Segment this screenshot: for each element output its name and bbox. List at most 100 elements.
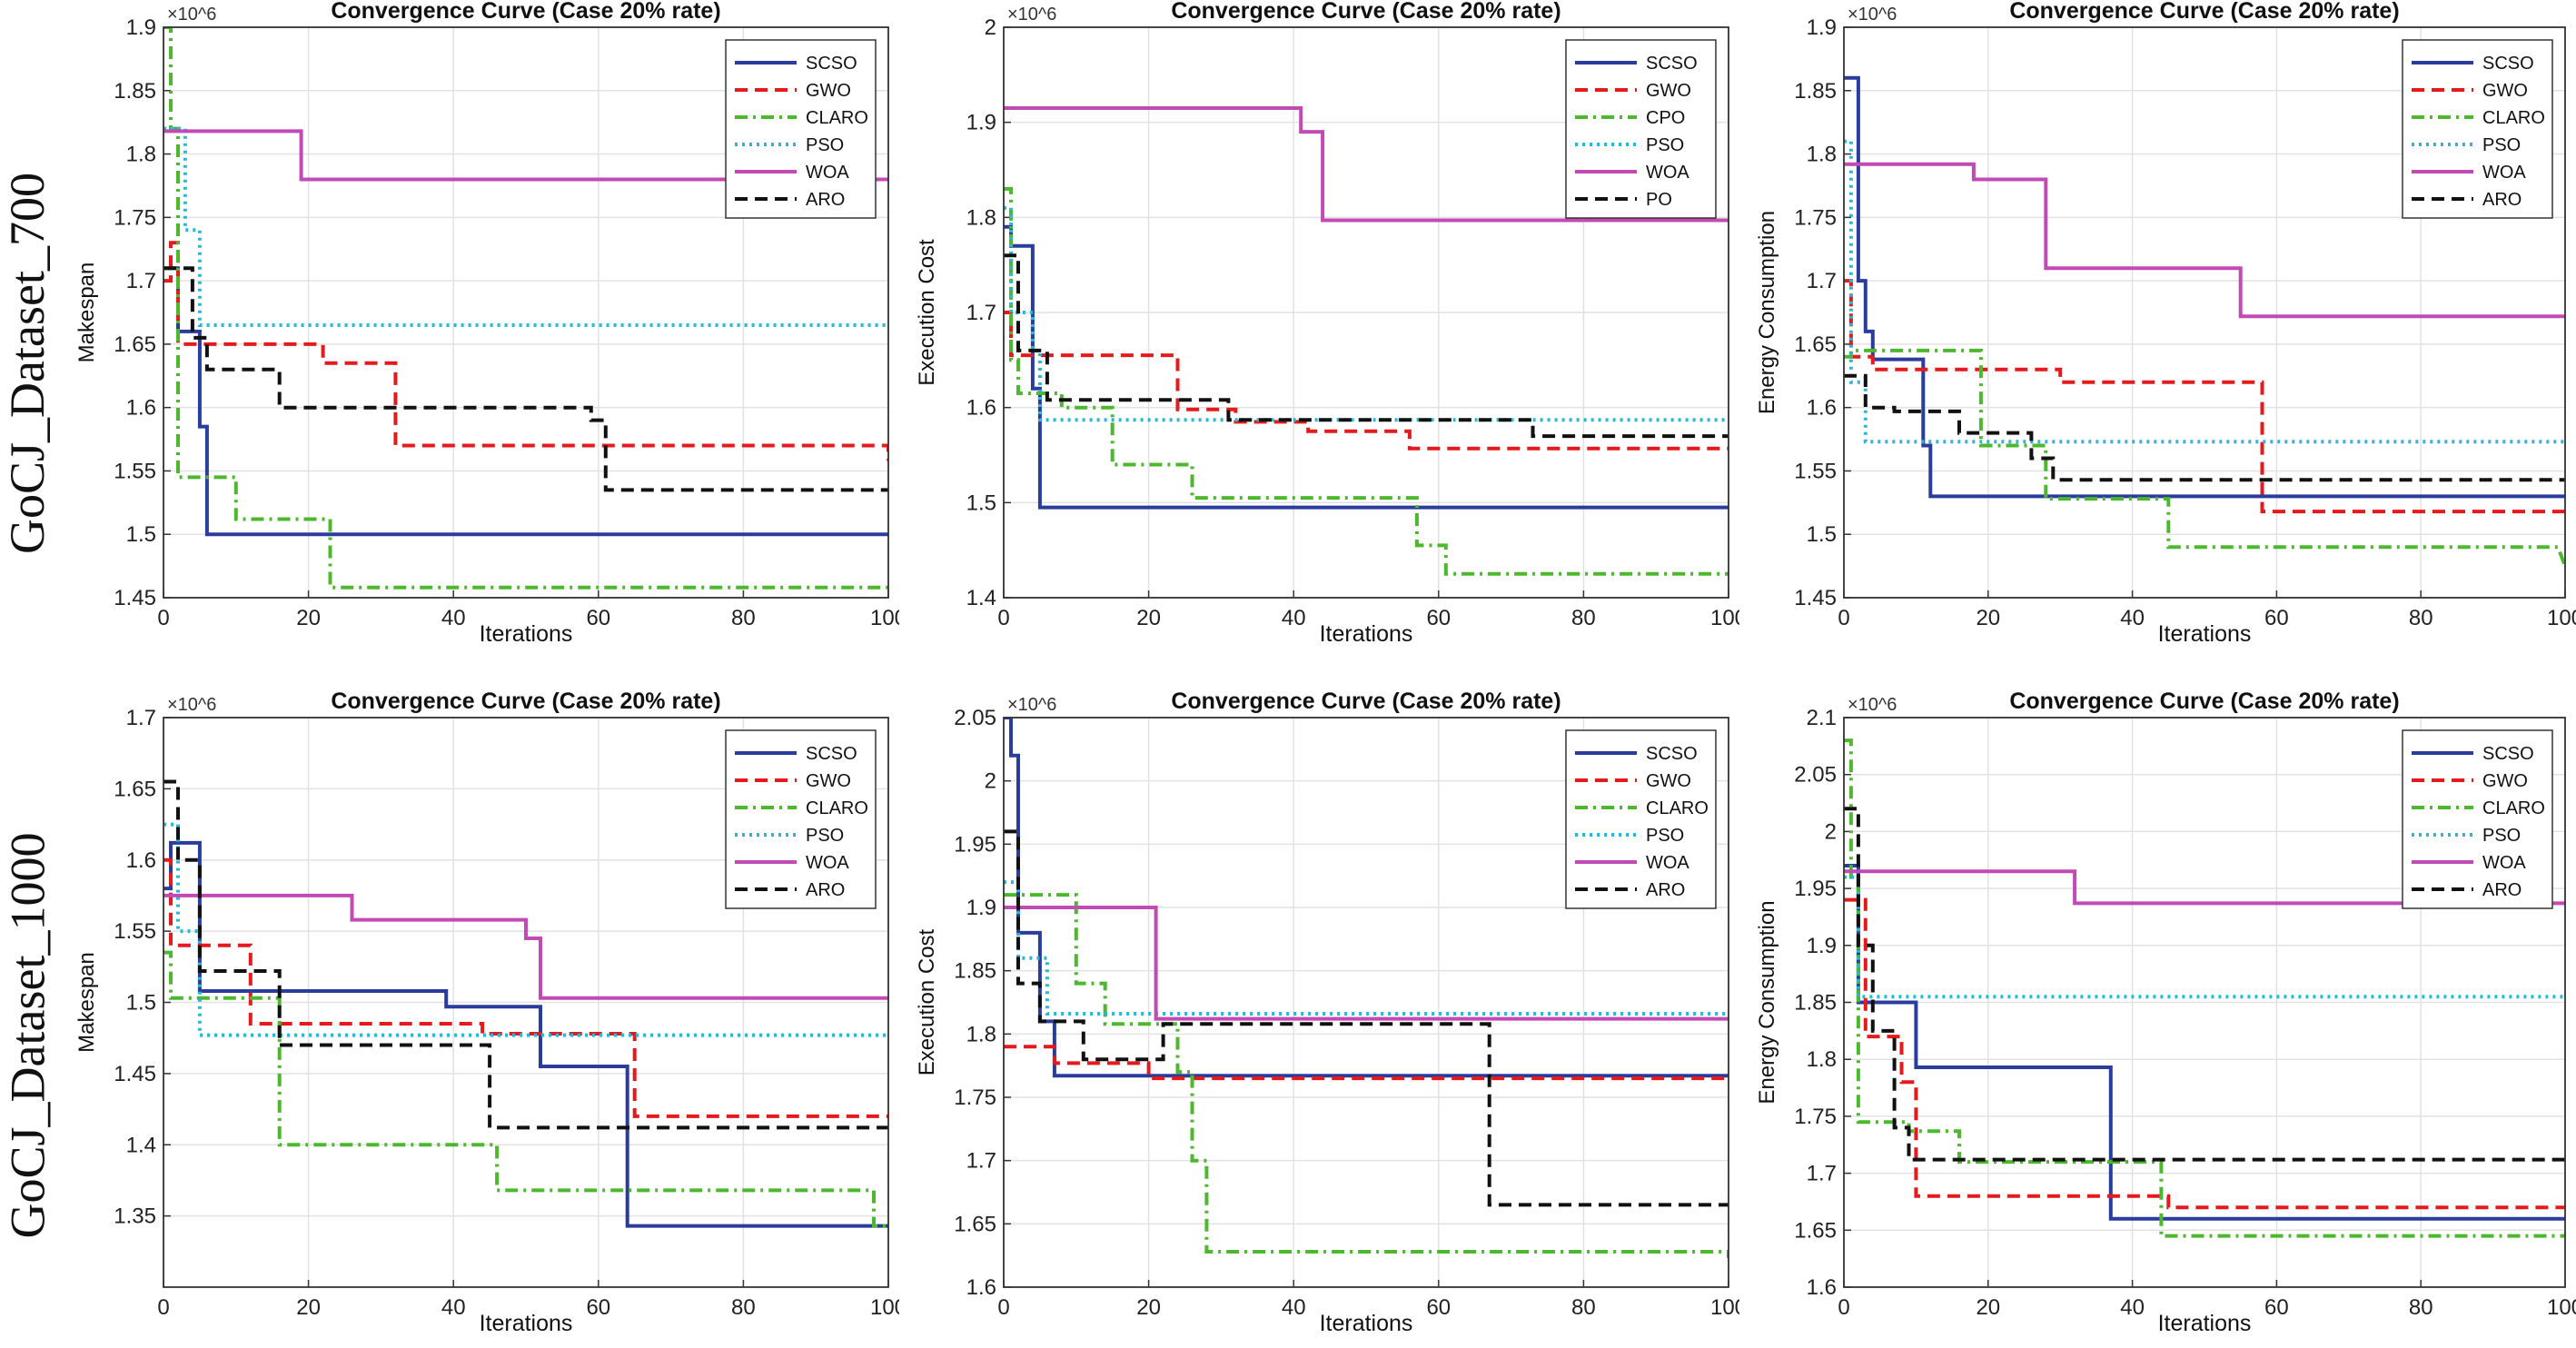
- y-tick-label: 1.75: [954, 1085, 996, 1110]
- row-label-dataset-1000-text: GoCJ_Dataset_1000: [0, 832, 55, 1239]
- legend-label-aro: ARO: [806, 880, 845, 900]
- y-tick-label: 1.6: [1807, 396, 1837, 421]
- x-tick-label: 80: [731, 606, 756, 630]
- y-exponent-label: ×10^6: [167, 695, 216, 715]
- y-tick-label: 2: [1825, 819, 1837, 844]
- y-tick-label: 1.9: [126, 15, 156, 40]
- series-line-gwo: [1004, 1045, 1729, 1081]
- y-tick-label: 1.5: [126, 991, 156, 1016]
- chart-700-execution-cost: 0 20 40 60 80 100 1.4 1.5 1.6 1.7 1.8 1.9 2 Convergen…: [915, 0, 1747, 647]
- y-axis-label: Execution Cost: [915, 928, 939, 1075]
- legend-box: [725, 39, 877, 219]
- chart-panel-700-makespan: 0 20 40 60 80 100 1.45 1.5 1.55 1.6 1.65 1.7 1.75 1.8…: [68, 0, 907, 654]
- legend-label-pso: PSO: [2482, 826, 2521, 846]
- series-line-claro: [163, 27, 888, 590]
- chart-title: Convergence Curve (Case 20% rate): [1171, 690, 1560, 714]
- legend-label-pso: PSO: [806, 826, 844, 846]
- y-tick-label: 1.8: [966, 205, 996, 230]
- x-tick-label: 80: [731, 1295, 756, 1320]
- legend-box: [2402, 729, 2553, 909]
- legend-label-scso: SCSO: [1646, 744, 1698, 764]
- chart-title: Convergence Curve (Case 20% rate): [331, 0, 720, 24]
- legend-label-scso: SCSO: [2482, 744, 2534, 764]
- legend-label-scso: SCSO: [806, 54, 857, 74]
- chart-panel-700-energy: 0 20 40 60 80 100 1.45 1.5 1.55 1.6 1.65 1.7 1.75 1.8…: [1749, 0, 2576, 654]
- x-tick-label: 60: [586, 1295, 610, 1320]
- y-tick-label: 1.45: [1794, 586, 1837, 610]
- row-label-dataset-1000: GoCJ_Dataset_1000: [0, 727, 54, 1344]
- chart-panel-1000-execution-cost: 0 20 40 60 80 100 1.6 1.65 1.7 1.75 1.8 1.85 1.9 1.95…: [908, 689, 1747, 1343]
- legend-label-pso: PSO: [1646, 826, 1684, 846]
- series-line-aro: [163, 779, 888, 1130]
- y-tick-label: 1.4: [126, 1133, 156, 1157]
- x-axis-label: Iterations: [2158, 621, 2252, 647]
- series-group: [163, 779, 888, 1228]
- y-axis-label: Energy Consumption: [1755, 900, 1779, 1104]
- x-tick-label: 0: [1838, 606, 1849, 630]
- y-tick-label: 1.95: [1794, 877, 1837, 901]
- y-tick-label: 1.8: [1807, 143, 1837, 167]
- x-tick-label: 20: [1976, 1295, 2000, 1320]
- y-tick-label: 1.9: [966, 111, 996, 135]
- y-tick-label: 1.85: [114, 79, 156, 104]
- chart-panel-700-execution-cost: 0 20 40 60 80 100 1.4 1.5 1.6 1.7 1.8 1.9 2 Convergen…: [908, 0, 1747, 654]
- series-line-pso: [1844, 139, 2565, 444]
- y-tick-label: 1.7: [126, 269, 156, 293]
- x-tick-label: 0: [1838, 1295, 1849, 1320]
- y-tick-label: 1.75: [1794, 1105, 1837, 1129]
- legend-label-gwo: GWO: [2482, 771, 2528, 791]
- axes-frame: [1843, 26, 2566, 599]
- axes-frame: [1003, 717, 1729, 1288]
- chart-title: Convergence Curve (Case 20% rate): [2009, 690, 2399, 714]
- x-tick-label: 100: [1710, 606, 1739, 630]
- legend-label-gwo: GWO: [1646, 81, 1691, 101]
- axes-frame: [163, 26, 889, 599]
- series-group: [1844, 75, 2565, 567]
- series-group: [1004, 106, 1729, 576]
- x-tick-label: 60: [2264, 1295, 2289, 1320]
- x-axis-label: Iterations: [480, 1311, 573, 1336]
- series-line-woa: [1004, 106, 1729, 223]
- axes-frame: [1003, 26, 1729, 599]
- series-line-woa: [163, 129, 888, 182]
- y-tick-label: 1.65: [1794, 1218, 1837, 1243]
- x-tick-label: 80: [2409, 1295, 2433, 1320]
- chart-700-makespan: 0 20 40 60 80 100 1.45 1.5 1.55 1.6 1.65 1.7 1.75 1.8…: [74, 0, 907, 647]
- x-tick-label: 60: [586, 606, 610, 630]
- chart-panel-1000-makespan: 0 20 40 60 80 100 1.35 1.4 1.45 1.5 1.55 1.6 1.65 1.7…: [68, 689, 907, 1343]
- legend-label-pso: PSO: [1646, 135, 1684, 155]
- y-tick-label: 1.6: [1807, 1275, 1837, 1300]
- y-tick-label: 2: [985, 769, 996, 794]
- x-tick-label: 0: [157, 606, 169, 630]
- series-line-aro: [163, 266, 888, 492]
- series-line-po: [1004, 253, 1729, 439]
- x-tick-label: 100: [1710, 1295, 1739, 1320]
- legend-label-aro: ARO: [1646, 880, 1685, 900]
- x-tick-label: 40: [441, 606, 466, 630]
- chart-title: Convergence Curve (Case 20% rate): [331, 690, 720, 714]
- y-tick-label: 1.75: [1794, 205, 1837, 230]
- legend-label-aro: ARO: [806, 190, 845, 210]
- legend-label-pso: PSO: [806, 135, 844, 155]
- y-tick-label: 1.8: [966, 1022, 996, 1046]
- y-tick-label: 1.8: [1807, 1047, 1837, 1072]
- legend-label-woa: WOA: [1646, 853, 1689, 873]
- y-tick-label: 1.55: [114, 919, 156, 944]
- legend-label-gwo: GWO: [2482, 81, 2528, 101]
- x-tick-label: 40: [2120, 606, 2145, 630]
- series-line-scso: [1844, 75, 2565, 499]
- legend-label-woa: WOA: [1646, 163, 1689, 183]
- y-axis-label: Makespan: [74, 952, 99, 1053]
- y-tick-label: 1.6: [126, 396, 156, 421]
- x-tick-label: 40: [1282, 606, 1306, 630]
- y-tick-label: 1.65: [114, 777, 156, 801]
- x-tick-label: 40: [1282, 1295, 1306, 1320]
- y-tick-label: 1.7: [966, 301, 996, 325]
- legend-label-woa: WOA: [806, 853, 849, 873]
- series-line-woa: [1844, 162, 2565, 319]
- series-line-aro: [1844, 373, 2565, 482]
- y-tick-label: 1.65: [1794, 332, 1837, 357]
- series-line-woa: [163, 893, 888, 1000]
- series-group: [163, 27, 888, 590]
- series-line-gwo: [163, 857, 888, 1118]
